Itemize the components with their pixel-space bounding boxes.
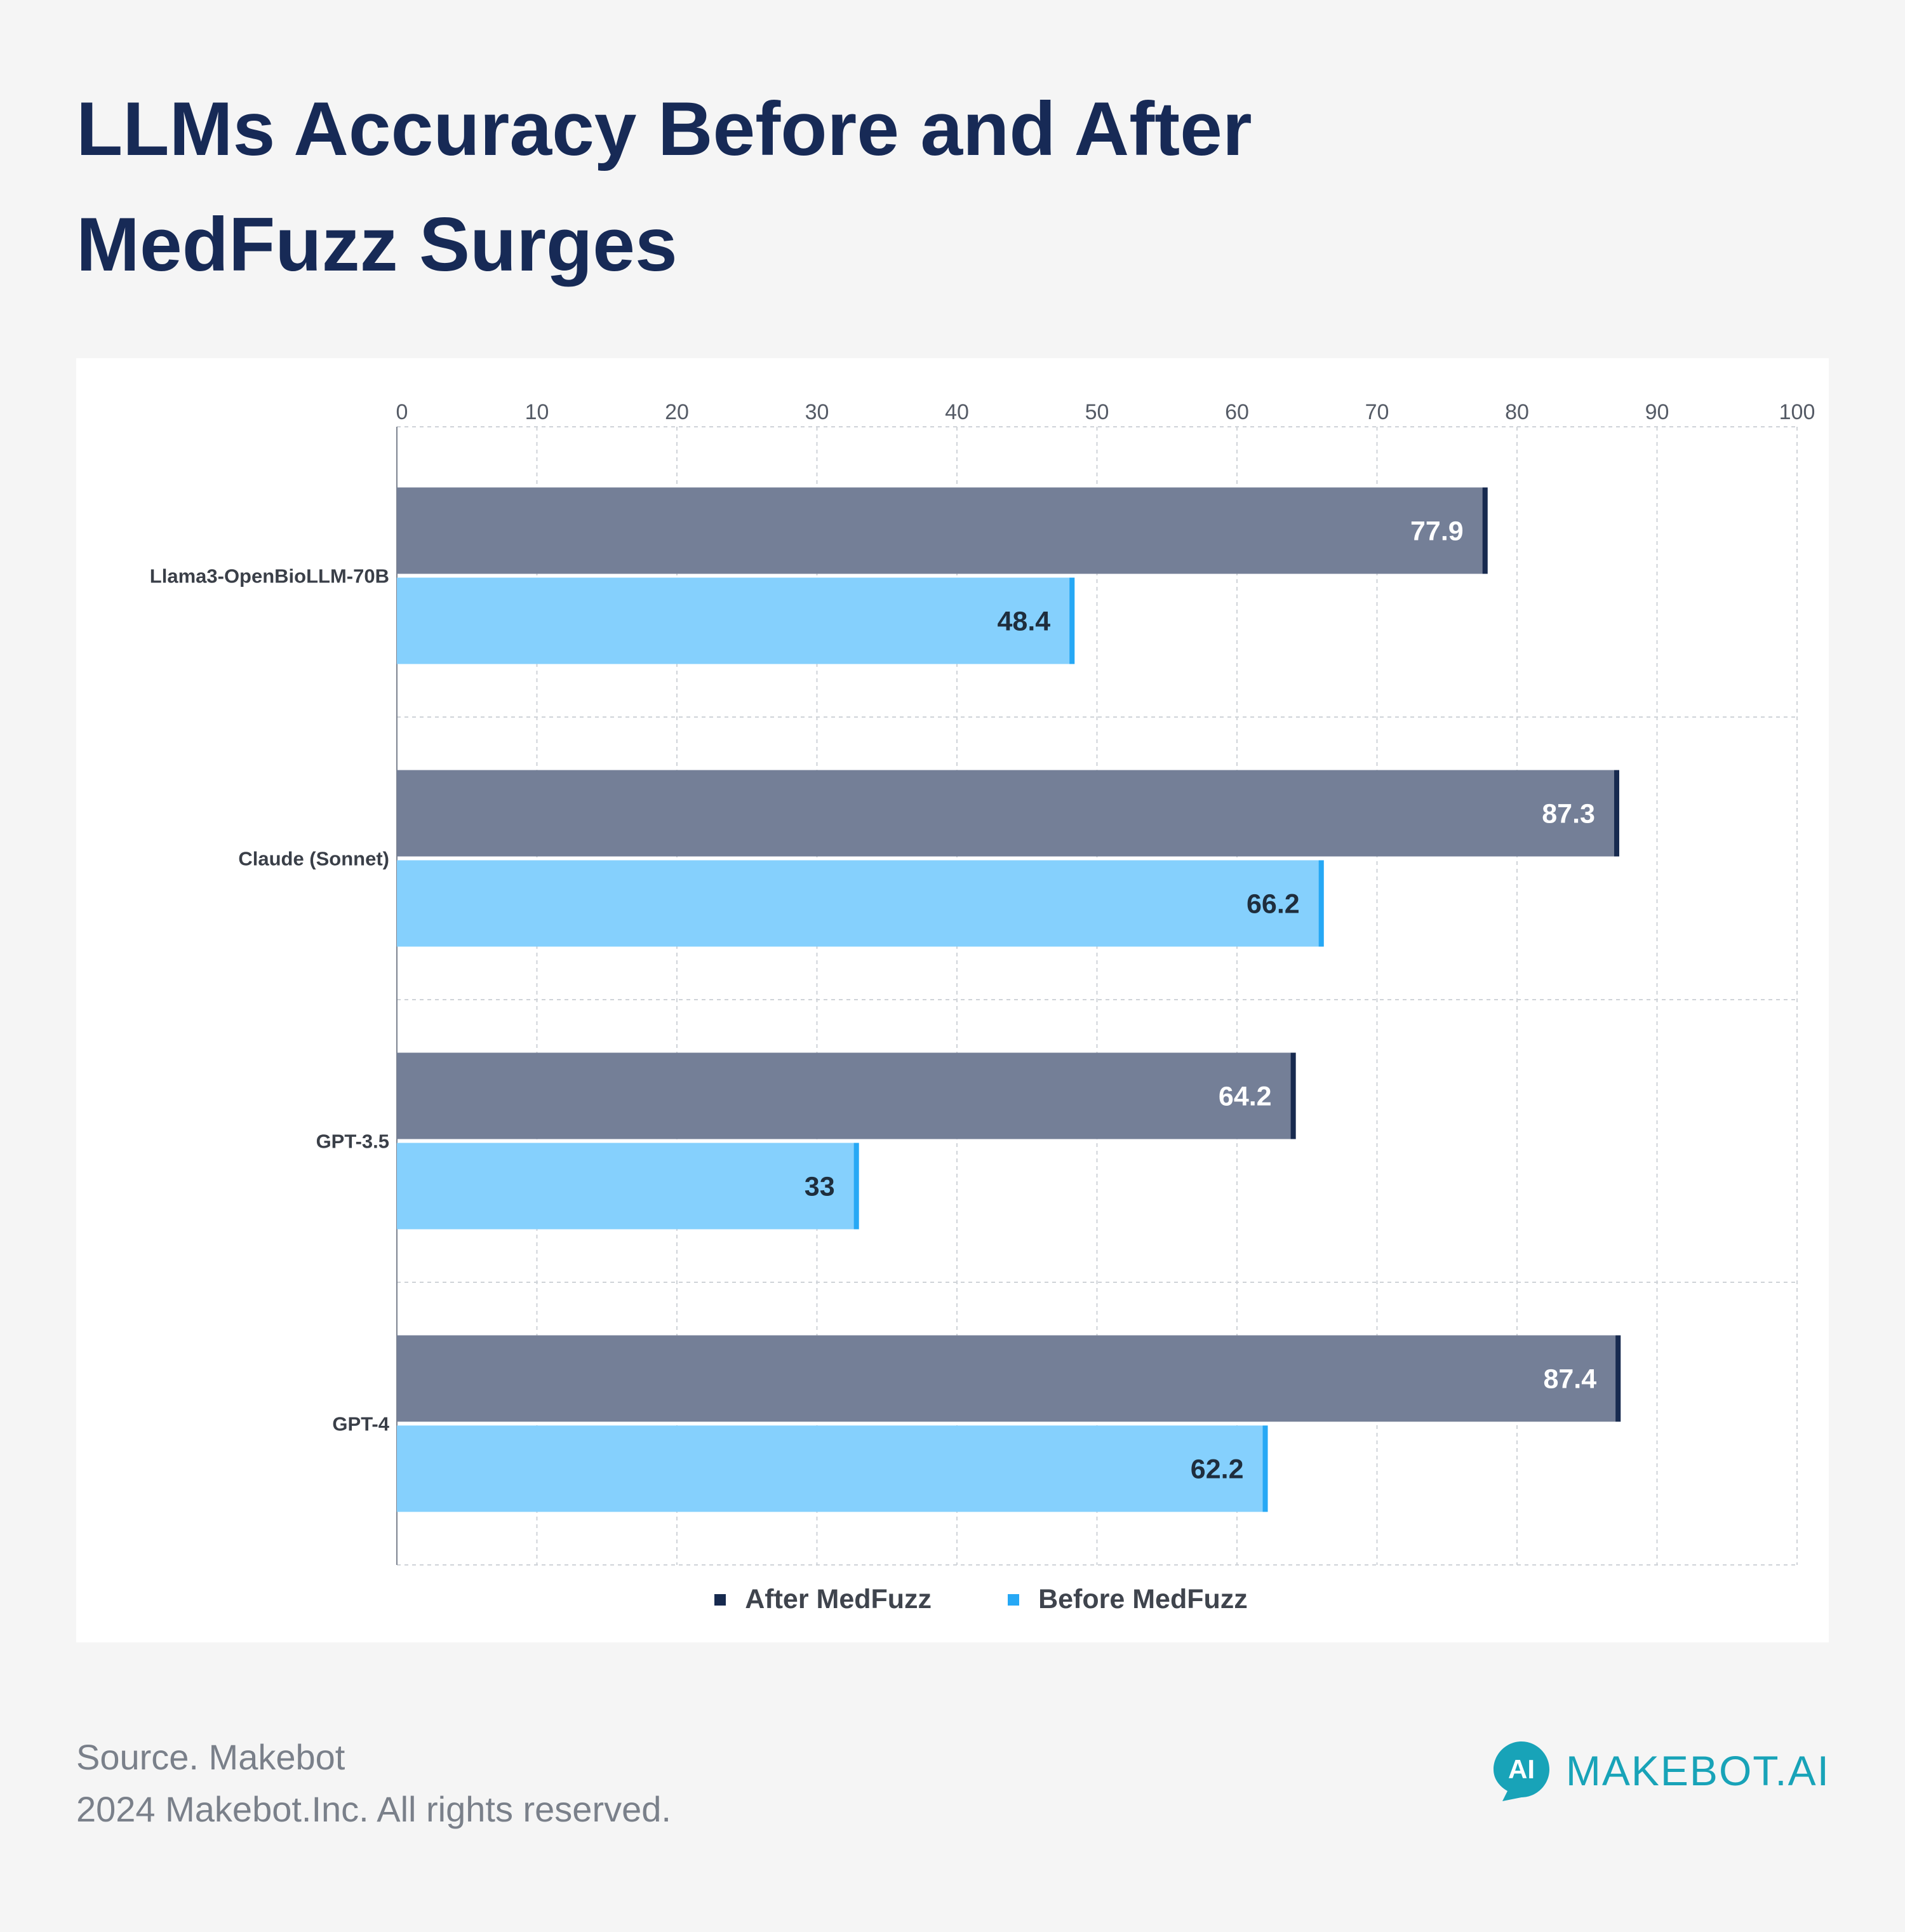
legend-swatch-after — [714, 1593, 726, 1606]
x-tick-label: 30 — [805, 400, 829, 424]
data-label-before: 33 — [805, 1172, 835, 1202]
brand-logo: AI MAKEBOT.AI — [1491, 1739, 1830, 1802]
legend-item-before[interactable]: Before MedFuzz — [1008, 1584, 1248, 1615]
x-tick-label: 50 — [1085, 400, 1109, 424]
category-label: Claude (Sonnet) — [238, 848, 389, 870]
bar-after[interactable] — [397, 1335, 1621, 1422]
speech-bubble-logo-icon: AI — [1493, 1741, 1549, 1801]
bar-cap-before — [853, 1143, 859, 1230]
x-tick-label: 40 — [945, 400, 969, 424]
data-label-before: 66.2 — [1247, 889, 1300, 920]
bar-cap-after — [1615, 1335, 1621, 1422]
bar-before[interactable] — [397, 860, 1324, 947]
bar-cap-after — [1290, 1052, 1296, 1139]
x-tick-label: 20 — [665, 400, 689, 424]
data-label-after: 87.4 — [1543, 1364, 1596, 1395]
bar-before[interactable] — [397, 577, 1075, 664]
brand-name: MAKEBOT.AI — [1565, 1747, 1830, 1794]
bar-cap-before — [1318, 860, 1324, 947]
x-tick-label: 60 — [1225, 400, 1249, 424]
footer: Source. Makebot 2024 Makebot.Inc. All ri… — [76, 1731, 671, 1835]
x-tick-label: 0 — [396, 400, 408, 424]
bar-after[interactable] — [397, 770, 1619, 857]
source-text: Source. Makebot — [76, 1737, 345, 1777]
chart-card: 0 10 20 30 40 50 60 70 80 90 100 Llama3-OpenBioLLM-… — [76, 358, 1829, 1642]
legend-label-before: Before MedFuzz — [1038, 1584, 1248, 1614]
category-label: Llama3-OpenBioLLM-70B — [150, 565, 389, 587]
legend-item-after[interactable]: After MedFuzz — [714, 1584, 932, 1615]
copyright-text: 2024 Makebot.Inc. All rights reserved. — [76, 1789, 671, 1829]
bar-cap-before — [1262, 1425, 1268, 1512]
x-tick-label: 80 — [1505, 400, 1529, 424]
bar-cap-after — [1482, 487, 1488, 574]
legend: After MedFuzz Before MedFuzz — [76, 1584, 1829, 1615]
x-tick-label: 10 — [525, 400, 549, 424]
x-tick-label: 70 — [1365, 400, 1389, 424]
data-label-after: 77.9 — [1410, 516, 1464, 547]
data-label-after: 87.3 — [1542, 799, 1595, 829]
bar-before[interactable] — [397, 1425, 1268, 1512]
bar-cap-before — [1069, 577, 1075, 664]
data-label-before: 48.4 — [998, 607, 1051, 637]
legend-label-after: After MedFuzz — [745, 1584, 932, 1614]
bars — [397, 487, 1621, 1512]
category-label: GPT-4 — [332, 1413, 389, 1435]
legend-swatch-before — [1008, 1593, 1020, 1606]
labels: 0 10 20 30 40 50 60 70 80 90 100 Llama3-OpenBioLLM-… — [150, 400, 1815, 1485]
data-label-after: 64.2 — [1219, 1082, 1272, 1112]
bar-before[interactable] — [397, 1143, 859, 1230]
x-tick-label: 100 — [1779, 400, 1815, 424]
data-label-before: 62.2 — [1191, 1454, 1244, 1485]
bar-after[interactable] — [397, 1052, 1296, 1139]
x-tick-label: 90 — [1645, 400, 1669, 424]
logo-mark-text: AI — [1508, 1754, 1535, 1784]
bar-cap-after — [1614, 770, 1619, 857]
bar-chart: 0 10 20 30 40 50 60 70 80 90 100 Llama3-OpenBioLLM-… — [150, 400, 1815, 1566]
category-label: GPT-3.5 — [316, 1130, 389, 1153]
bar-after[interactable] — [397, 487, 1488, 574]
page-title: LLMs Accuracy Before and After MedFuzz S… — [76, 86, 1252, 287]
